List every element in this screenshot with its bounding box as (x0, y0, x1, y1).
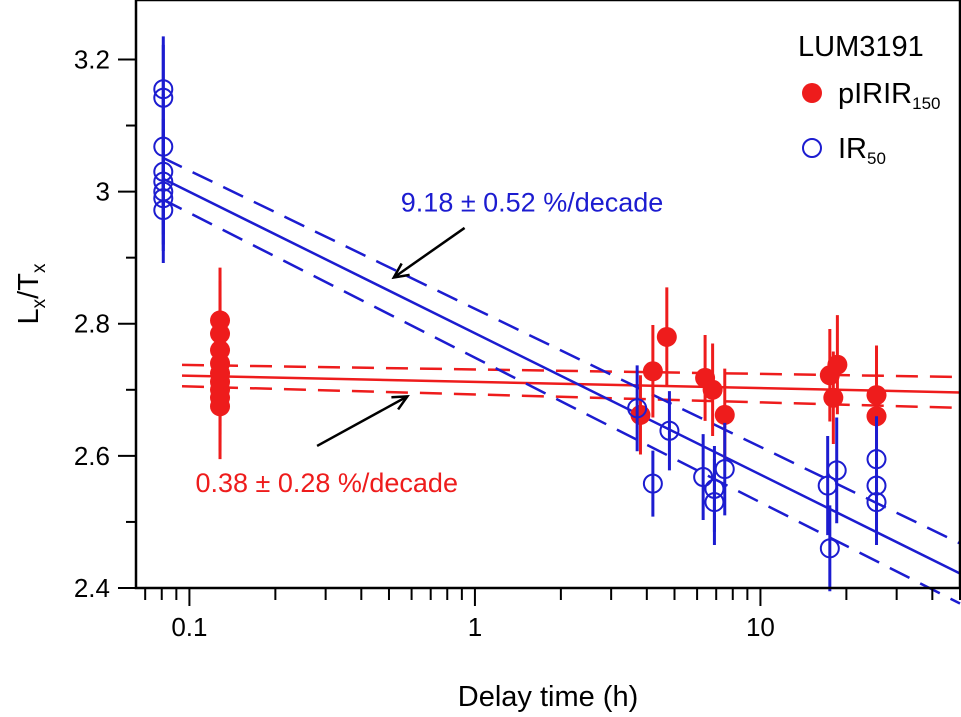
point-pirir150 (642, 361, 663, 382)
point-pirir150 (210, 323, 231, 344)
y-axis-label-base2: T (13, 273, 45, 291)
y-axis-label: Lx/Tx (13, 263, 50, 324)
legend-marker-pirir150 (802, 83, 822, 103)
point-ir50 (153, 188, 174, 209)
point-ir50 (866, 492, 887, 513)
y-tick-label: 2.8 (74, 309, 110, 339)
y-axis-label-sep: / (13, 290, 45, 299)
x-tick-label: 1 (468, 612, 482, 642)
annotation-arrow-head (391, 395, 410, 411)
point-pirir150 (702, 379, 723, 400)
point-ir50 (642, 473, 663, 494)
point-pirir150 (827, 354, 848, 375)
point-ir50 (153, 200, 174, 221)
x-axis-label: Delay time (h) (458, 681, 639, 713)
point-ir50 (819, 538, 840, 559)
plot-frame (134, 0, 961, 590)
point-ir50 (817, 475, 838, 496)
annotations: 9.18 ± 0.52 %/decade 0.38 ± 0.28 %/decade (195, 187, 663, 498)
point-ir50 (153, 79, 174, 100)
legend-title: LUM3191 (798, 31, 924, 63)
point-ir50 (704, 492, 725, 513)
rate-label-0: 9.18 ± 0.52 %/decade (401, 187, 664, 217)
point-ir50 (153, 161, 174, 182)
y-tick-label: 2.6 (74, 441, 110, 471)
point-ir50 (153, 171, 174, 192)
point-ir50 (693, 467, 714, 488)
x-tick-label: 10 (746, 612, 775, 642)
fit-lines (161, 156, 961, 605)
x-axis-ticks: 0.1 1 10 (144, 588, 961, 642)
point-ir50 (866, 449, 887, 470)
annotation-arrow-shaft (316, 395, 408, 448)
point-ir50 (866, 475, 887, 496)
point-pirir150 (823, 387, 844, 408)
y-axis-label-sub2: x (29, 263, 50, 273)
y-axis-ticks: 2.4 2.6 2.8 3 3.2 (74, 44, 136, 603)
point-ir50 (714, 459, 735, 480)
data-points (153, 36, 887, 592)
y-tick-label: 2.4 (74, 573, 110, 603)
point-pirir150 (866, 385, 887, 406)
y-axis-label-sub1: x (29, 298, 50, 308)
x-tick-label: 0.1 (171, 612, 207, 642)
point-ir50 (704, 478, 725, 499)
y-tick-label: 3.2 (74, 44, 110, 74)
point-pirir150 (714, 404, 735, 425)
point-ir50 (826, 460, 847, 481)
point-ir50 (153, 87, 174, 108)
point-ir50 (153, 136, 174, 157)
point-ir50 (659, 420, 680, 441)
svg-text:Lx/Tx: Lx/Tx (13, 263, 50, 324)
point-pirir150 (656, 326, 677, 347)
legend-label-pirir150: pIRIR150 (838, 78, 941, 113)
y-axis-label-base1: L (13, 308, 45, 324)
legend-label-ir50: IR50 (838, 133, 886, 168)
point-ir50 (627, 398, 648, 419)
annotation-arrow-head (391, 262, 410, 280)
rate-label-1: 0.38 ± 0.28 %/decade (195, 468, 458, 498)
point-pirir150 (210, 396, 231, 417)
fit-band-1 (161, 197, 961, 605)
legend-marker-ir50 (802, 138, 822, 158)
legend: LUM3191 pIRIR150 IR50 (798, 31, 941, 168)
fit-band-1 (161, 156, 961, 545)
y-tick-label: 3 (96, 177, 110, 207)
annotation-arrow-shaft (393, 226, 466, 279)
